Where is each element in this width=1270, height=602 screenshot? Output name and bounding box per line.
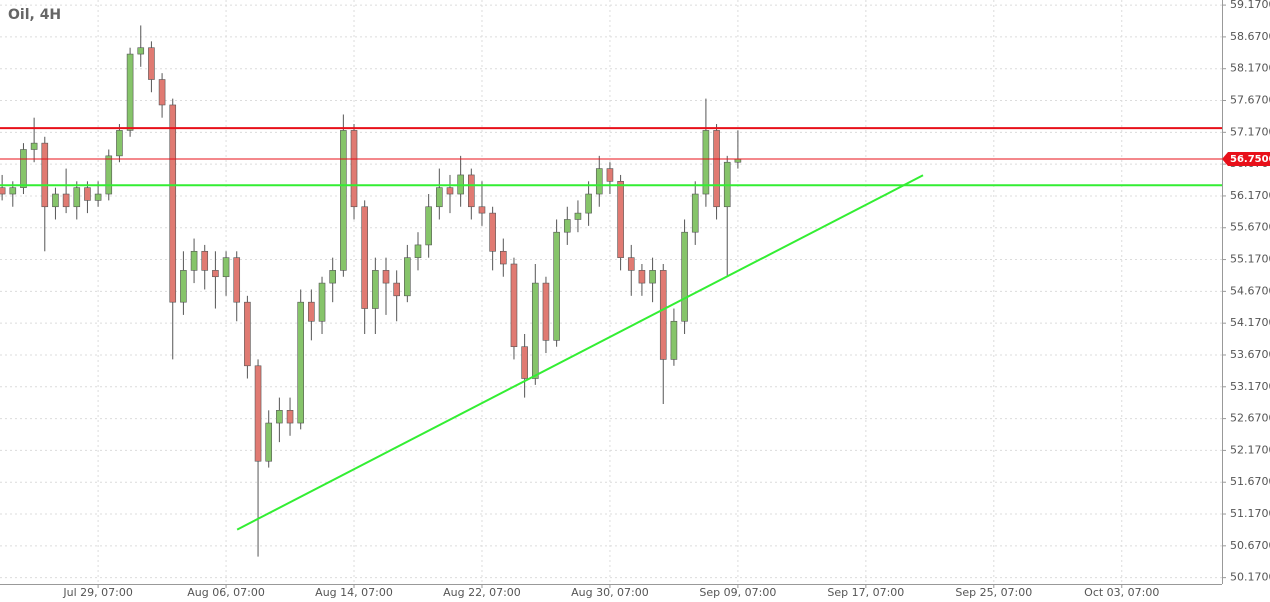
candle-body [286, 410, 294, 424]
candle-body [425, 206, 432, 246]
y-tick-label: 57.1700 [1230, 125, 1270, 138]
candle-body [0, 187, 6, 195]
candle-body [553, 231, 560, 341]
y-tick-label: 55.6700 [1230, 221, 1270, 234]
candle-body [148, 47, 155, 80]
candle-body [521, 346, 528, 379]
candle-body [542, 282, 550, 341]
candle-body [308, 301, 315, 322]
candle-body [500, 250, 507, 265]
candle-body [297, 301, 305, 424]
candle-body [340, 130, 347, 271]
candle-body [702, 130, 710, 195]
candle-body [62, 193, 70, 208]
candle-body [212, 270, 219, 278]
x-tick-label: Aug 22, 07:00 [443, 586, 521, 599]
candle-body [446, 187, 454, 195]
candle-body [478, 206, 486, 214]
y-tick-label: 55.1700 [1230, 253, 1270, 266]
candle-body [52, 193, 59, 208]
candle-body [382, 270, 390, 284]
candle-body [606, 168, 614, 182]
candle-body [20, 149, 27, 188]
candle-body [276, 410, 283, 424]
x-tick-label: Jul 29, 07:00 [62, 586, 132, 599]
y-tick-label: 50.1700 [1230, 571, 1270, 584]
trend-line [236, 174, 924, 531]
candle-body [84, 187, 91, 201]
candle-body [180, 270, 187, 303]
candle-body [468, 174, 475, 208]
y-tick-label: 52.1700 [1230, 443, 1270, 456]
candle-body [627, 257, 635, 271]
candle-body [372, 270, 379, 309]
y-tick-label: 54.1700 [1230, 316, 1270, 329]
candle-body [659, 270, 667, 360]
y-tick-label: 53.6700 [1230, 348, 1270, 361]
last-price-tag [1222, 152, 1270, 167]
candle-body [222, 257, 230, 278]
candle-body [126, 53, 134, 131]
x-tick-label: Aug 14, 07:00 [315, 586, 393, 599]
candle-body [201, 250, 209, 271]
candle-body [649, 270, 656, 284]
y-tick-label: 53.1700 [1230, 380, 1270, 393]
candle-body [436, 187, 443, 208]
candle-body [116, 130, 123, 157]
y-tick-label: 57.6700 [1230, 94, 1270, 107]
candle-body [563, 219, 571, 233]
candle-body [105, 155, 113, 195]
x-tick-label: Oct 03, 07:00 [1084, 586, 1159, 599]
candle-body [574, 212, 582, 220]
candle-body [585, 193, 592, 214]
y-tick-label: 58.6700 [1230, 30, 1270, 43]
candle-body [94, 193, 102, 201]
x-tick-label: Sep 25, 07:00 [955, 586, 1032, 599]
candle-body [393, 282, 400, 297]
last-price-label: 56.7500 [1230, 154, 1270, 165]
candle-body [41, 142, 49, 208]
x-tick-label: Aug 06, 07:00 [187, 586, 265, 599]
candle-body [30, 142, 38, 150]
candle-body [318, 282, 326, 322]
candle-body [595, 168, 603, 195]
candle-body [489, 212, 496, 252]
y-tick-label: 58.1700 [1230, 62, 1270, 75]
candle-body [681, 231, 688, 322]
candle-body [254, 365, 262, 462]
candle-body [137, 47, 145, 55]
chart-title: Oil, 4H [8, 7, 61, 23]
y-tick-label: 51.6700 [1230, 475, 1270, 488]
candle-body [73, 187, 81, 208]
candle-body [617, 181, 624, 258]
candle-body [169, 104, 177, 303]
candle-body [244, 301, 251, 367]
candle-body [414, 244, 422, 258]
candle-body [713, 130, 720, 208]
x-tick-label: Aug 30, 07:00 [571, 586, 649, 599]
candle-body [158, 79, 166, 106]
candle-body [233, 257, 241, 303]
candle-body [265, 422, 273, 462]
y-tick-label: 54.6700 [1230, 284, 1270, 297]
y-tick-label: 56.1700 [1230, 189, 1270, 202]
candle-body [9, 187, 17, 195]
candle-body [510, 263, 518, 348]
x-tick-label: Sep 17, 07:00 [827, 586, 904, 599]
candle-body [691, 193, 699, 233]
candle-body [638, 270, 646, 284]
x-tick-label: Sep 09, 07:00 [699, 586, 776, 599]
candle-body [670, 320, 678, 360]
candle-body [404, 257, 411, 297]
y-tick-label: 52.6700 [1230, 412, 1270, 425]
candle-body [361, 206, 368, 309]
candle-body [190, 250, 198, 271]
candle-body [350, 130, 358, 208]
y-tick-label: 50.6700 [1230, 539, 1270, 552]
y-tick-label: 59.1700 [1230, 0, 1270, 11]
candle-body [329, 270, 336, 284]
y-tick-label: 51.1700 [1230, 507, 1270, 520]
candle-body [531, 282, 539, 379]
